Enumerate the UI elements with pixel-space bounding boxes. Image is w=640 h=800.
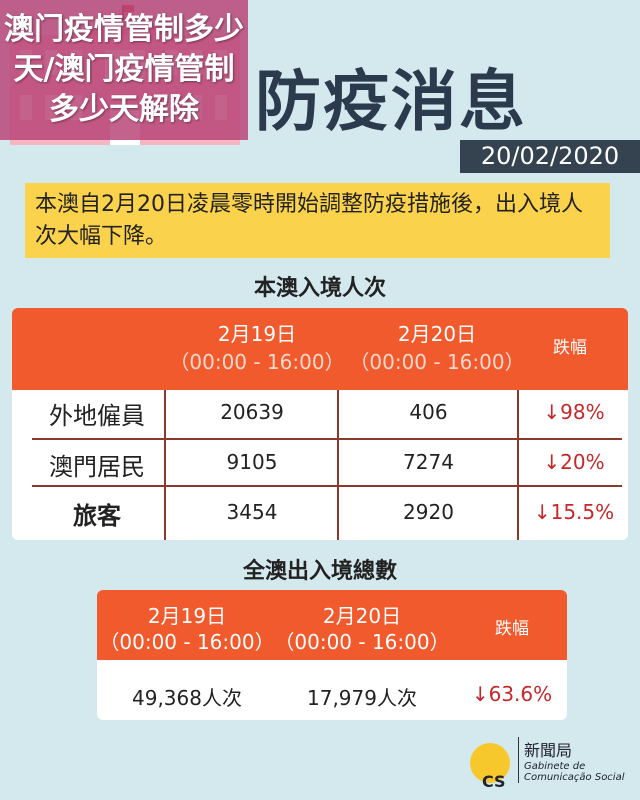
row-label: 澳門居民 [49,453,145,481]
col-date: 2月20日 [397,322,477,346]
row-label: 旅客 [73,501,121,530]
table1-title: 本澳入境人次 [253,275,386,301]
row-value: 20639 [220,400,284,424]
row-change: ↓15.5% [533,500,615,524]
row-change: ↓20% [543,450,605,474]
row-change: ↓63.6% [471,682,553,706]
table-header: 2月19日 （00:00 - 16:00） 2月20日 （00:00 - 16:… [97,590,567,660]
row-value: 2920 [403,500,454,524]
col-time: （00:00 - 16:00） [99,630,275,654]
row-value: 49,368人次 [132,686,242,710]
headline-banner: 澳门疫情管制多少天/澳门疫情管制多少天解除 [0,0,248,140]
col-date: 2月20日 [322,604,402,628]
row-change: ↓98% [543,400,605,424]
row-value: 9105 [226,450,278,474]
gcs-logo: CS 新聞局 Gabinete de Comunicação Social [460,735,640,795]
row-value: 7274 [403,450,454,474]
col-change: 跌幅 [553,338,587,358]
table2-title: 全澳出入境總數 [242,558,397,584]
col-date: 2月19日 [147,604,227,628]
total-table: 2月19日 （00:00 - 16:00） 2月20日 （00:00 - 16:… [97,590,567,720]
row-label: 外地僱員 [49,402,145,430]
col-time: （00:00 - 16:00） [169,350,345,374]
row-value: 3454 [226,500,278,524]
page-title: 防疫消息 [255,62,527,140]
row-value: 406 [409,400,448,424]
svg-text:CS: CS [482,772,506,791]
row-value: 17,979人次 [307,686,417,710]
table-header: 2月19日 （00:00 - 16:00） 2月20日 （00:00 - 16:… [12,308,628,390]
col-date: 2月19日 [217,322,297,346]
gcs-logo-icon: CS [470,743,510,791]
entry-table: 2月19日 （00:00 - 16:00） 2月20日 （00:00 - 16:… [12,308,628,540]
date-label: 20/02/2020 [460,140,640,173]
col-time: （00:00 - 16:00） [349,350,525,374]
col-change: 跌幅 [495,619,529,639]
logo-name-pt: Comunicação Social [524,772,625,783]
col-time: （00:00 - 16:00） [274,630,450,654]
logo-name-pt: Gabinete de [524,761,586,772]
notice-box: 本澳自2月20日凌晨零時開始調整防疫措施後，出入境人次大幅下降。 [25,183,610,258]
logo-name-zh: 新聞局 [524,741,573,760]
